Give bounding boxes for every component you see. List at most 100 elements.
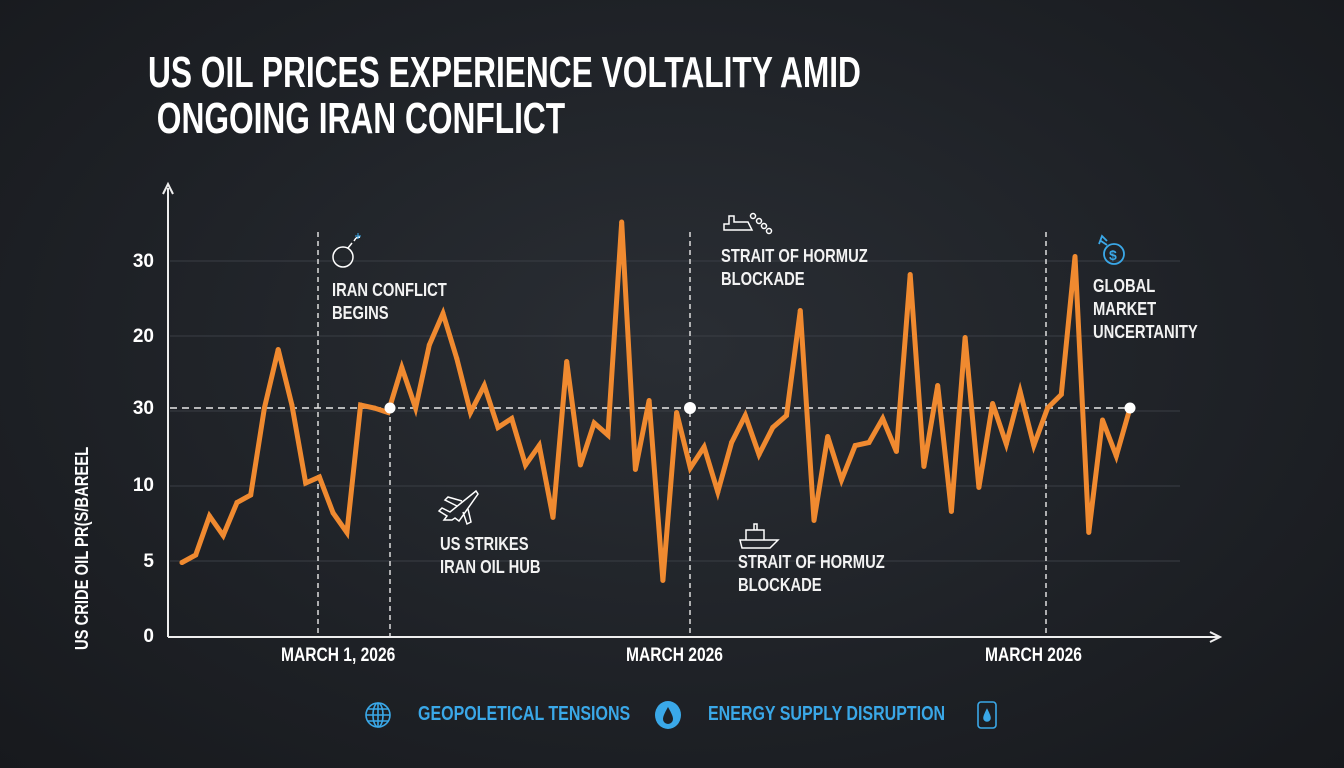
annotation-text: MARKET (1093, 299, 1157, 319)
data-point (811, 518, 817, 523)
marker-dot (684, 402, 696, 414)
legend-item-geopolitical: GEOPOLETICAL TENSIONS (418, 703, 683, 726)
x-tick-text: MARCH 2026 (985, 645, 1082, 666)
data-points (179, 219, 1133, 583)
oil-barrel-icon (977, 701, 997, 729)
data-point (577, 462, 583, 468)
data-point (1017, 389, 1023, 394)
marker-dot (1124, 402, 1136, 414)
annotation-text: GLOBAL (1093, 276, 1156, 296)
data-point (344, 530, 350, 535)
data-point (220, 533, 226, 538)
bomb-icon (332, 233, 361, 268)
y-tick-label: 30 (132, 398, 154, 419)
data-point (784, 413, 790, 418)
data-point (838, 477, 844, 483)
data-point (564, 359, 570, 364)
data-point (687, 465, 693, 471)
chart-title: US OIL PRICES EXPERIENCE VOLTALITY AMID … (148, 50, 1138, 142)
airplane-icon (437, 489, 479, 526)
legend-item-energy: ENERGY SUPPLY DISRUPTION (708, 703, 1004, 726)
data-point (330, 510, 336, 516)
grid-lines (170, 260, 1180, 562)
data-point (399, 365, 405, 370)
data-point (193, 552, 199, 558)
x-tick-label: MARCH 2026 (626, 645, 744, 667)
data-point (797, 308, 803, 313)
data-point (316, 474, 322, 480)
series-line (179, 221, 1133, 581)
svg-text:$: $ (1109, 247, 1117, 263)
data-point (1031, 443, 1037, 448)
data-point (206, 513, 212, 519)
data-point (550, 515, 556, 520)
annotation-hormuz-top: STRAIT OF HORMUZ BLOCKADE (721, 245, 900, 291)
data-point (454, 356, 460, 361)
data-point (261, 405, 267, 411)
data-point (275, 347, 281, 352)
data-point (426, 342, 432, 348)
data-point (289, 402, 295, 408)
annotation-text: BEGINS (332, 303, 389, 323)
title-line-2: ONGOING IRAN CONFLICT (148, 94, 566, 143)
data-point (481, 383, 487, 388)
water-drop-icon (655, 701, 681, 729)
data-point (371, 405, 377, 411)
data-point (646, 398, 652, 403)
data-point (179, 560, 185, 565)
data-point (990, 401, 996, 406)
data-point (234, 500, 240, 505)
data-point (536, 443, 542, 448)
data-point (1045, 405, 1051, 411)
x-tick-label: MARCH 2026 (985, 645, 1103, 667)
data-point (729, 440, 735, 445)
annotation-text: STRAIT OF HORMUZ (738, 552, 885, 572)
x-tick-label: MARCH 1, 2026 (281, 645, 420, 667)
y-tick-label: 10 (132, 475, 154, 496)
y-tick-label: 30 (132, 251, 154, 272)
data-point (468, 410, 474, 415)
highlight-markers (384, 402, 1136, 414)
x-axis-arrow (1209, 631, 1223, 643)
data-point (893, 449, 899, 454)
data-point (1086, 530, 1092, 535)
data-point (522, 462, 528, 468)
data-point (248, 492, 254, 498)
data-point (907, 272, 913, 277)
data-point (303, 480, 309, 486)
data-point (948, 509, 954, 514)
legend-label: GEOPOLETICAL TENSIONS (418, 703, 631, 725)
data-point (1072, 254, 1078, 259)
annotation-iran-conflict: IRAN CONFLICT BEGINS (332, 279, 472, 325)
data-point (976, 485, 982, 490)
annotation-text: STRAIT OF HORMUZ (721, 246, 868, 266)
y-tick-label: 20 (132, 326, 154, 347)
data-point (591, 420, 597, 426)
data-point (1113, 453, 1119, 459)
data-point (674, 410, 680, 415)
data-point (1003, 441, 1009, 447)
data-point (742, 413, 748, 418)
data-point (962, 335, 968, 340)
event-markers (317, 232, 1047, 636)
data-point (495, 425, 501, 430)
data-point (756, 452, 762, 457)
x-tick-text: MARCH 2026 (626, 645, 723, 666)
data-point (866, 440, 872, 445)
y-axis-label-text: US CRIDE OIL PR(S/BAREEL (72, 446, 92, 650)
annotation-text: BLOCKADE (721, 269, 805, 289)
annotation-text: UNCERTANITY (1093, 322, 1198, 342)
data-point (509, 416, 515, 421)
data-point (825, 434, 831, 439)
annotation-text: IRAN OIL HUB (440, 557, 541, 577)
title-line-1: US OIL PRICES EXPERIENCE VOLTALITY AMID (148, 48, 861, 97)
dollar-coin-icon: $ (1098, 234, 1125, 265)
annotation-us-strikes: US STRIKES IRAN OIL HUB (440, 533, 563, 579)
data-point (935, 383, 941, 388)
data-point (632, 467, 638, 472)
y-tick-label: 0 (143, 626, 154, 647)
data-point (358, 402, 364, 408)
annotation-text: IRAN CONFLICT (332, 280, 447, 300)
annotation-global-market: GLOBAL MARKET UNCERTANITY (1093, 275, 1221, 344)
